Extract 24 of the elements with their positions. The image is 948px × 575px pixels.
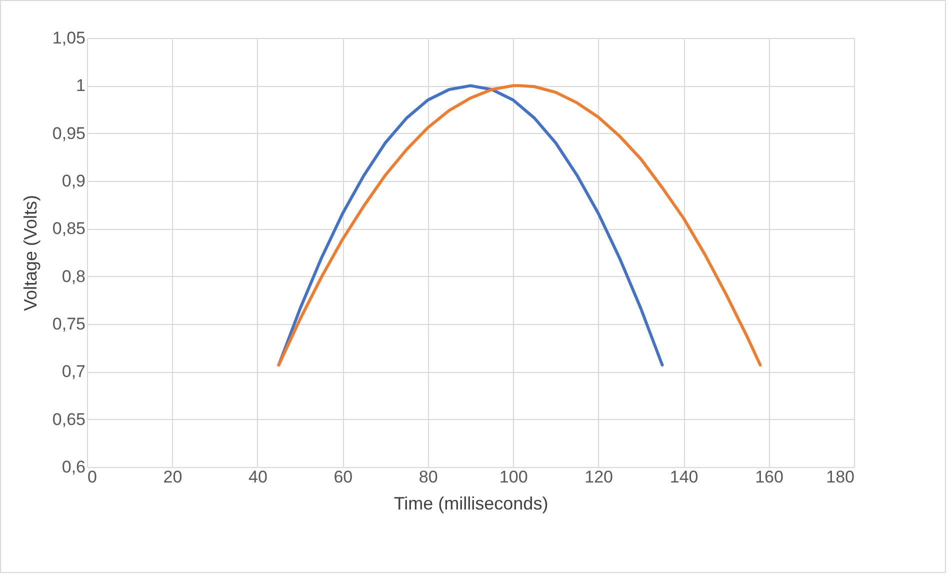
y-tick-label: 0,95 (52, 124, 86, 143)
y-tick-label: 1 (76, 76, 86, 96)
y-tick-label: 0,65 (52, 410, 86, 429)
y-tick-label: 0,6 (62, 458, 86, 476)
y-tick-label: 0,85 (52, 219, 86, 238)
x-tick-label: 20 (163, 468, 182, 486)
x-tick-label: 140 (670, 468, 698, 486)
y-tick-label: 1,05 (52, 28, 86, 48)
y-tick-label: 0,9 (62, 172, 86, 190)
x-tick-label: 160 (755, 468, 784, 486)
x-tick-label: 0 (88, 468, 97, 486)
x-tick-label: 80 (418, 468, 438, 486)
y-tick-label: 0,75 (52, 314, 86, 334)
y-tick-label: 0,7 (62, 362, 86, 382)
x-tick-label: 40 (248, 468, 268, 486)
x-tick-label: 60 (334, 468, 353, 486)
x-tick-label: 120 (584, 468, 614, 486)
x-axis-title: Time (milliseconds) (394, 494, 548, 514)
x-tick-label: 100 (499, 468, 528, 486)
line-series (277, 84, 664, 366)
y-axis-title: Voltage (Volts) (20, 194, 40, 312)
line-series (277, 84, 762, 366)
y-tick-label: 0,8 (62, 266, 86, 286)
x-tick-label: 180 (826, 468, 854, 486)
